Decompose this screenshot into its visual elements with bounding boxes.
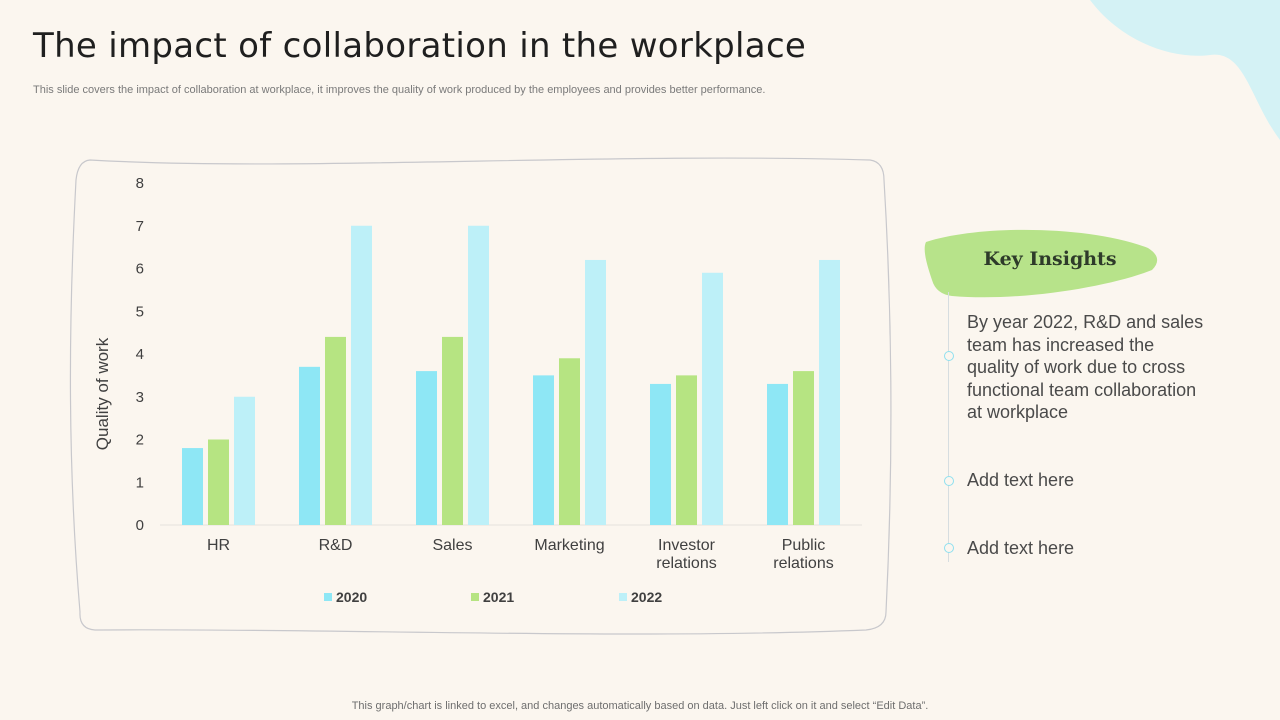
x-tick-label: Investor (658, 537, 716, 554)
bar-2022-2 (468, 225, 489, 525)
legend-label-2021: 2021 (483, 589, 514, 605)
timeline-dot-2 (944, 476, 954, 486)
corner-decoration (1090, 0, 1280, 140)
x-tick-label: R&D (319, 537, 353, 554)
y-tick-label: 5 (136, 303, 144, 320)
bar-2021-0 (208, 439, 229, 525)
bar-2022-1 (351, 225, 372, 525)
bar-2022-5 (819, 259, 840, 525)
x-tick-label: HR (207, 537, 230, 554)
bar-2022-3 (585, 259, 606, 525)
bar-2021-1 (325, 336, 346, 525)
page-title: The impact of collaboration in the workp… (33, 26, 807, 66)
y-tick-label: 7 (136, 218, 144, 235)
y-tick-label: 6 (136, 261, 144, 278)
bar-2021-5 (793, 371, 814, 525)
key-insights-badge (924, 229, 1158, 298)
x-tick-label: Sales (432, 537, 472, 554)
x-tick-label: Public (782, 537, 826, 554)
bar-2020-3 (533, 375, 554, 525)
bar-2021-3 (559, 358, 580, 525)
bar-2021-4 (676, 375, 697, 525)
legend-swatch-2021 (471, 593, 479, 601)
x-tick-label: Marketing (534, 537, 604, 554)
legend-swatch-2022 (619, 593, 627, 601)
x-tick-label: relations (656, 555, 716, 572)
bar-2020-1 (299, 366, 320, 525)
y-tick-label: 3 (136, 389, 144, 406)
y-tick-label: 0 (136, 517, 144, 534)
bar-2021-2 (442, 336, 463, 525)
y-tick-label: 1 (136, 474, 144, 491)
insight-item-3: Add text here (967, 538, 1075, 558)
legend-label-2020: 2020 (336, 589, 367, 605)
y-axis-title: Quality of work (93, 337, 112, 450)
footer-note: This graph/chart is linked to excel, and… (351, 700, 929, 712)
page-subtitle: This slide covers the impact of collabor… (33, 84, 766, 96)
bar-2020-5 (767, 383, 788, 525)
x-tick-label: relations (773, 555, 833, 572)
y-tick-label: 4 (136, 346, 144, 363)
bar-2022-4 (702, 272, 723, 525)
key-insights-heading: Key Insights (983, 248, 1117, 270)
insight-item-1: By year 2022, R&D and sales team has inc… (967, 312, 1204, 422)
y-tick-label: 2 (136, 432, 144, 449)
bar-2022-0 (234, 396, 255, 525)
bar-2020-0 (182, 448, 203, 525)
timeline-line (948, 292, 949, 562)
bar-2020-2 (416, 371, 437, 525)
bar-2020-4 (650, 383, 671, 525)
legend-label-2022: 2022 (631, 589, 662, 605)
insight-item-2: Add text here (967, 470, 1075, 490)
timeline-dot-1 (944, 351, 954, 361)
legend-swatch-2020 (324, 593, 332, 601)
y-tick-label: 8 (136, 175, 144, 192)
timeline-dot-3 (944, 543, 954, 553)
